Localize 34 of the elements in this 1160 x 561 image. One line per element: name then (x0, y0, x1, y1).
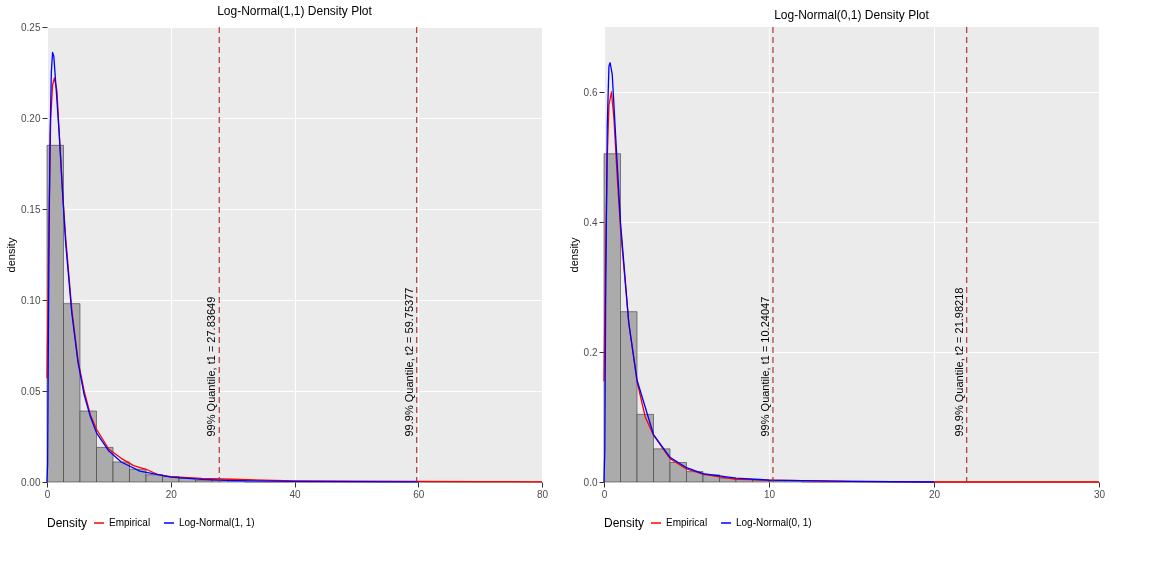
chart-title: Log-Normal(0,1) Density Plot (774, 8, 930, 23)
legend-label: Log-Normal(1, 1) (179, 517, 255, 528)
x-tick-label: 40 (289, 488, 301, 500)
chart-title: Log-Normal(1,1) Density Plot (217, 4, 373, 18)
legend-label: Empirical (109, 517, 151, 528)
ref-line-label: 99.9% Quantile, t2 = 21.98218 (952, 287, 965, 437)
y-axis-title: density (567, 237, 580, 273)
x-tick-label: 0 (601, 488, 608, 500)
y-tick-label: 0.00 (21, 476, 41, 488)
y-tick-label: 0.6 (583, 86, 598, 98)
line-series (603, 62, 935, 483)
x-tick-label: 60 (413, 488, 425, 500)
x-tick-label: 80 (536, 488, 549, 500)
y-tick-label: 0.4 (583, 216, 598, 228)
y-tick-label: 0.20 (21, 112, 41, 124)
y-tick-label: 0.10 (21, 294, 41, 306)
legend-label: Empirical (666, 517, 708, 528)
legend-title: Density (47, 516, 88, 530)
x-tick-label: 30 (1093, 488, 1106, 500)
x-tick-label: 10 (763, 488, 776, 500)
y-tick-label: 0.25 (21, 21, 41, 33)
x-tick-label: 20 (928, 488, 941, 500)
y-tick-label: 0.2 (583, 346, 598, 358)
ref-line-label: 99.9% Quantile, t2 = 59.75377 (402, 287, 415, 437)
legend-label: Log-Normal(0, 1) (736, 517, 812, 528)
y-tick-label: 0.15 (21, 203, 41, 215)
x-tick-label: 0 (44, 488, 51, 500)
y-axis-title: density (5, 237, 18, 273)
y-tick-label: 0.0 (583, 476, 598, 488)
y-tick-label: 0.05 (21, 385, 41, 397)
x-tick-label: 20 (165, 488, 178, 500)
ref-line-label: 99% Quantile, t1 = 27.83649 (205, 296, 218, 437)
ref-line-label: 99% Quantile, t1 = 10.24047 (758, 296, 771, 437)
legend-title: Density (604, 516, 645, 530)
